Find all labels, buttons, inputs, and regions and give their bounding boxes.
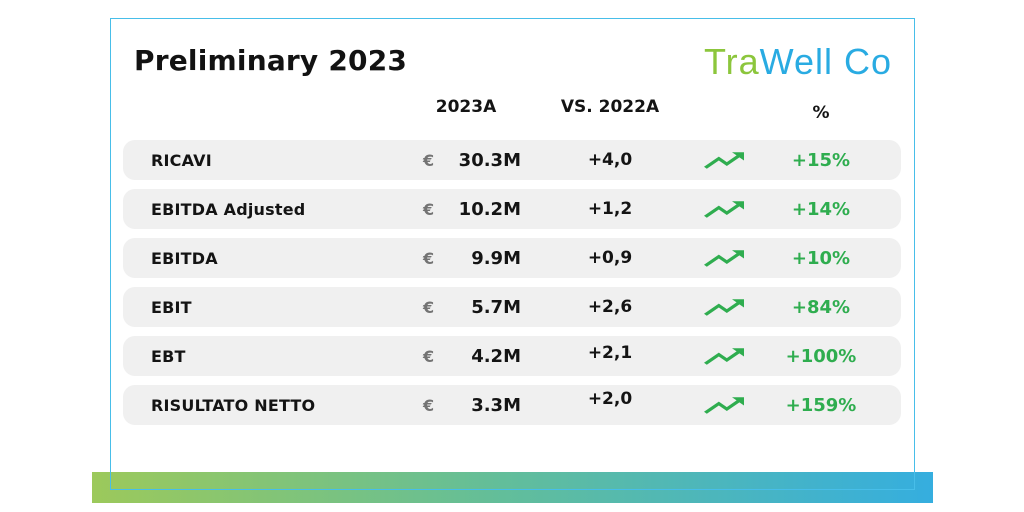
row-percent: +84% [791,296,851,318]
row-vs-2022a: +4,0 [587,150,633,170]
row-value-2023a: 10.2M [458,198,521,220]
trend-up-icon [683,144,765,177]
row-vs-2022a: +0,9 [587,248,633,268]
row-label: EBIT [151,297,192,317]
row-value-2023a: 3.3M [471,394,521,416]
logo-text-green: Tra [703,41,760,82]
row-vs-2022a: +2,1 [587,343,633,363]
row-label: RISULTATO NETTO [151,395,316,415]
row-value-2023a: 4.2M [471,345,521,367]
gradient-bar [92,472,933,503]
table-row: EBITDA € 9.9M +0,9 +10% [123,238,901,278]
row-vs-2022a: +2,6 [587,297,633,317]
row-label: EBITDA [151,248,218,268]
currency-symbol: € [423,248,435,268]
logo-text-blue: Well Co [759,41,892,82]
table-row: EBIT € 5.7M +2,6 +84% [123,287,901,327]
row-percent: +100% [785,345,857,367]
row-percent: +14% [791,198,851,220]
table-row: RISULTATO NETTO € 3.3M +2,0 +159% [123,385,901,425]
currency-symbol: € [423,297,435,317]
row-vs-2022a: +2,0 [587,389,633,409]
currency-symbol: € [423,150,435,170]
row-percent: +15% [791,149,851,171]
results-table: RICAVI € 30.3M +4,0 +15% EBITDA Adjusted… [123,140,901,425]
row-label: EBITDA Adjusted [151,199,306,219]
trend-up-icon [683,389,765,422]
results-card: Preliminary 2023 TraWell Co 2023A VS. 20… [110,18,915,490]
trawell-logo: TraWell Co [704,41,892,83]
page-title: Preliminary 2023 [134,44,408,77]
row-percent: +159% [785,394,857,416]
currency-symbol: € [423,199,435,219]
table-row: RICAVI € 30.3M +4,0 +15% [123,140,901,180]
trend-up-icon [683,291,765,324]
row-label: RICAVI [151,150,212,170]
column-header-vs-2022a: VS. 2022A [560,97,660,117]
column-header-percent: % [812,103,830,123]
currency-symbol: € [423,395,435,415]
row-vs-2022a: +1,2 [587,199,633,219]
row-value-2023a: 30.3M [458,149,521,171]
row-value-2023a: 5.7M [471,296,521,318]
trend-up-icon [683,242,765,275]
row-percent: +10% [791,247,851,269]
trend-up-icon [683,340,765,373]
row-value-2023a: 9.9M [471,247,521,269]
table-row: EBT € 4.2M +2,1 +100% [123,336,901,376]
column-headers: 2023A VS. 2022A % [123,91,901,123]
column-header-2023a: 2023A [435,97,497,117]
card-header: Preliminary 2023 TraWell Co [111,19,914,83]
row-label: EBT [151,346,186,366]
table-row: EBITDA Adjusted € 10.2M +1,2 +14% [123,189,901,229]
currency-symbol: € [423,346,435,366]
trend-up-icon [683,193,765,226]
